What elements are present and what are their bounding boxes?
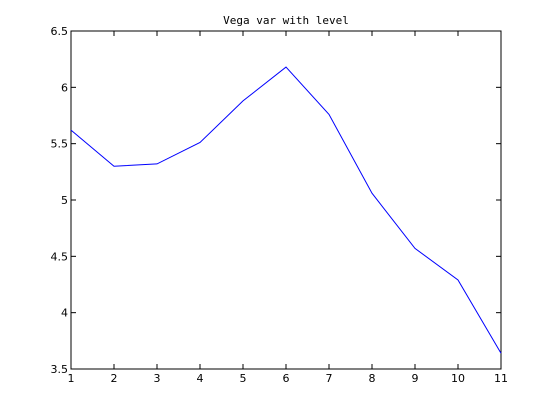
x-tick-label: 9 [412,372,419,385]
x-axis: 1 2 3 4 5 6 7 8 9 10 11 [68,31,508,385]
y-tick-label: 5 [61,194,68,207]
x-tick-label: 3 [154,372,161,385]
chart-title: Vega var with level [223,14,349,27]
series-line-0 [70,66,502,354]
series-layer [70,66,502,354]
x-tick-label: 2 [111,372,118,385]
x-tick-label: 10 [451,372,465,385]
x-tick-label: 8 [369,372,376,385]
x-tick-label: 4 [197,372,204,385]
y-tick-label: 3.5 [51,363,69,376]
plot-area [70,30,502,370]
y-tick-label: 5.5 [51,138,69,151]
y-axis: 3.5 4 4.5 5 5.5 6 6.5 [51,25,501,376]
x-tick-label: 6 [283,372,290,385]
y-tick-label: 6.5 [51,25,69,38]
y-tick-label: 6 [61,81,68,94]
y-tick-label: 4 [61,307,68,320]
y-tick-label: 4.5 [51,250,69,263]
x-tick-label: 5 [240,372,247,385]
x-tick-label: 1 [68,372,75,385]
x-tick-label: 11 [494,372,508,385]
x-tick-label: 7 [326,372,333,385]
